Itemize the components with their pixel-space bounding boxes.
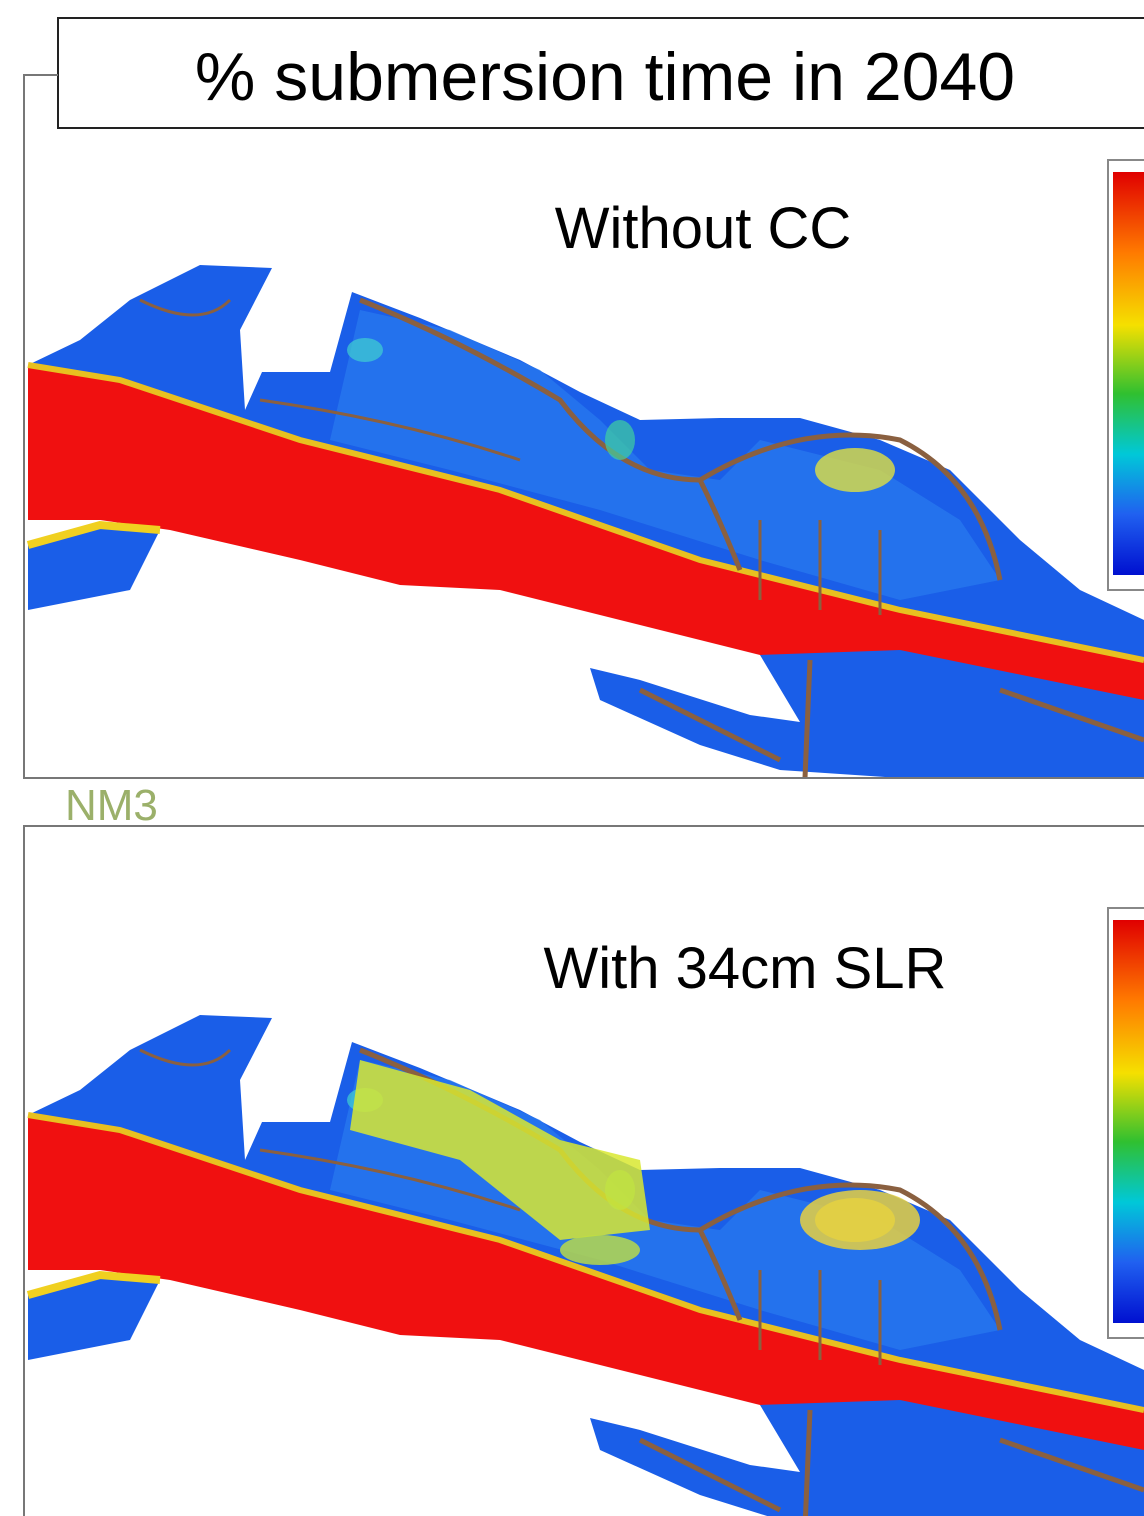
title: % submersion time in 2040 xyxy=(195,39,1015,115)
map xyxy=(28,265,1144,778)
color-scale xyxy=(1113,920,1144,1323)
figure: % submersion time in 2040 Without CC NM3… xyxy=(0,0,1144,1516)
panel-label: Without CC xyxy=(555,196,852,261)
map xyxy=(28,1015,1144,1516)
color-scale xyxy=(1113,172,1144,575)
panel-label: With 34cm SLR xyxy=(544,936,947,1001)
site-label: NM3 xyxy=(65,781,158,830)
page: % submersion time in 2040 Without CC NM3… xyxy=(0,0,1144,1516)
